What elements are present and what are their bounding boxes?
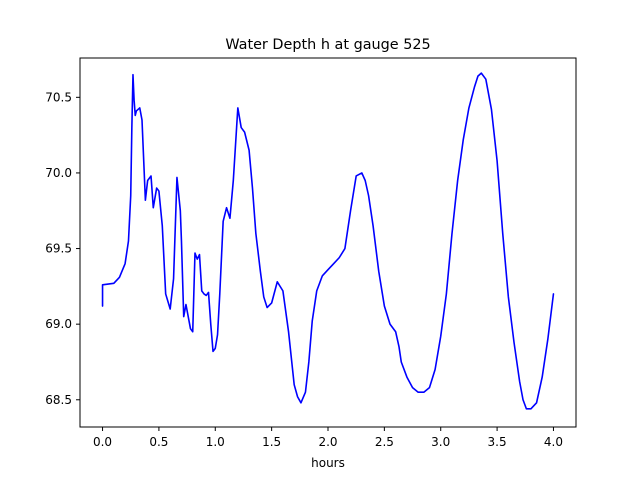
x-tick-label: 2.5	[375, 435, 394, 449]
x-tick-label: 3.5	[488, 435, 507, 449]
x-tick-label: 3.0	[431, 435, 450, 449]
y-tick-label: 69.5	[45, 242, 72, 256]
x-tick-label: 0.0	[93, 435, 112, 449]
chart-title: Water Depth h at gauge 525	[225, 37, 430, 53]
y-tick-label: 70.5	[45, 90, 72, 104]
y-tick-label: 70.0	[45, 166, 72, 180]
x-tick-label: 0.5	[149, 435, 168, 449]
y-tick-label: 68.5	[45, 393, 72, 407]
x-tick-label: 1.5	[262, 435, 281, 449]
x-axis-label: hours	[311, 456, 345, 470]
plot-area	[80, 58, 576, 427]
ticks-layer: 0.0 0.5 1.0 1.5 2.0 2.5 3.0 3.5 4.0 68.5 69.0 69.5 7…	[45, 90, 563, 449]
x-tick-label: 1.0	[206, 435, 225, 449]
plot-frame	[79, 57, 577, 428]
series-layer	[101, 72, 555, 410]
y-tick-label: 69.0	[45, 317, 72, 331]
x-tick-label: 2.0	[318, 435, 337, 449]
series-line-0	[101, 72, 555, 410]
x-tick-label: 4.0	[544, 435, 563, 449]
